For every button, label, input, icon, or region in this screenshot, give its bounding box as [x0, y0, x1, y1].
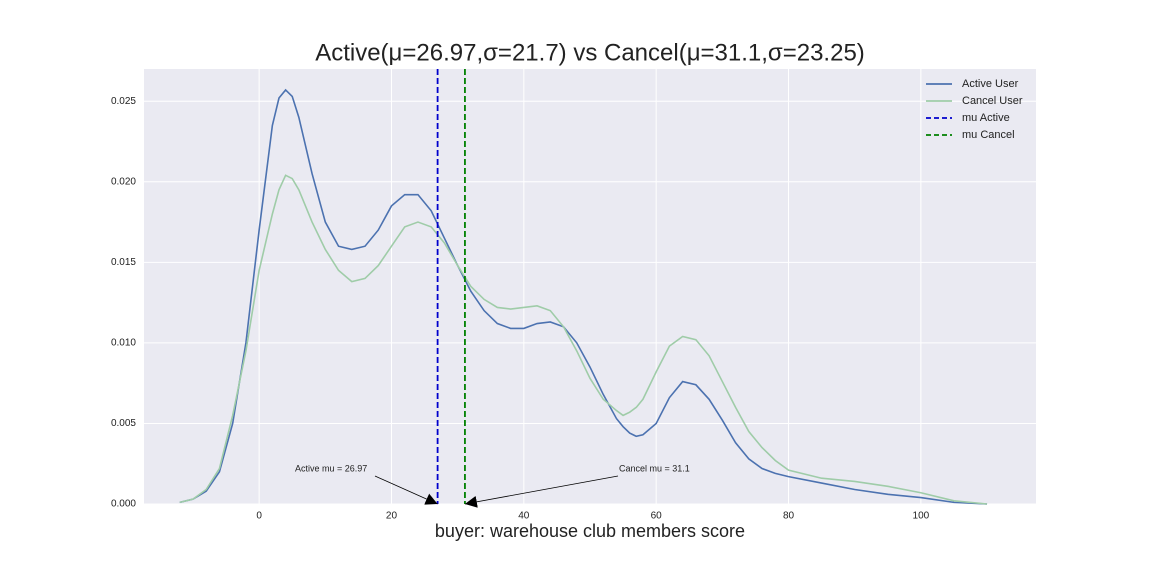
legend-label: mu Active — [962, 112, 1010, 124]
chart-title: Active(μ=26.97,σ=21.7) vs Cancel(μ=31.1,… — [315, 39, 865, 66]
x-tick-label: 80 — [783, 511, 795, 522]
annotation: Active mu = 26.97 — [295, 463, 367, 473]
annotation-arrow — [464, 475, 619, 508]
legend-label: Cancel User — [962, 95, 1023, 107]
y-tick-label: 0.020 — [111, 176, 136, 187]
x-tick-label: 60 — [651, 511, 663, 522]
y-tick-label: 0.000 — [111, 499, 136, 510]
x-tick-label: 0 — [256, 511, 262, 522]
line-series — [179, 174, 988, 505]
x-tick-label: 100 — [913, 511, 930, 522]
annotation-arrow — [374, 475, 438, 505]
x-axis-label: buyer: warehouse club members score — [435, 521, 745, 541]
plot-area — [144, 69, 1036, 504]
line-series — [179, 88, 988, 505]
x-tick-label: 20 — [386, 511, 398, 522]
annotation: Cancel mu = 31.1 — [619, 463, 690, 473]
legend-label: mu Cancel — [962, 129, 1015, 141]
y-tick-label: 0.015 — [111, 257, 136, 268]
y-tick-label: 0.010 — [111, 338, 136, 349]
legend-label: Active User — [962, 78, 1019, 90]
y-tick-label: 0.005 — [111, 418, 136, 429]
x-tick-label: 40 — [518, 511, 530, 522]
y-tick-label: 0.025 — [111, 96, 136, 107]
